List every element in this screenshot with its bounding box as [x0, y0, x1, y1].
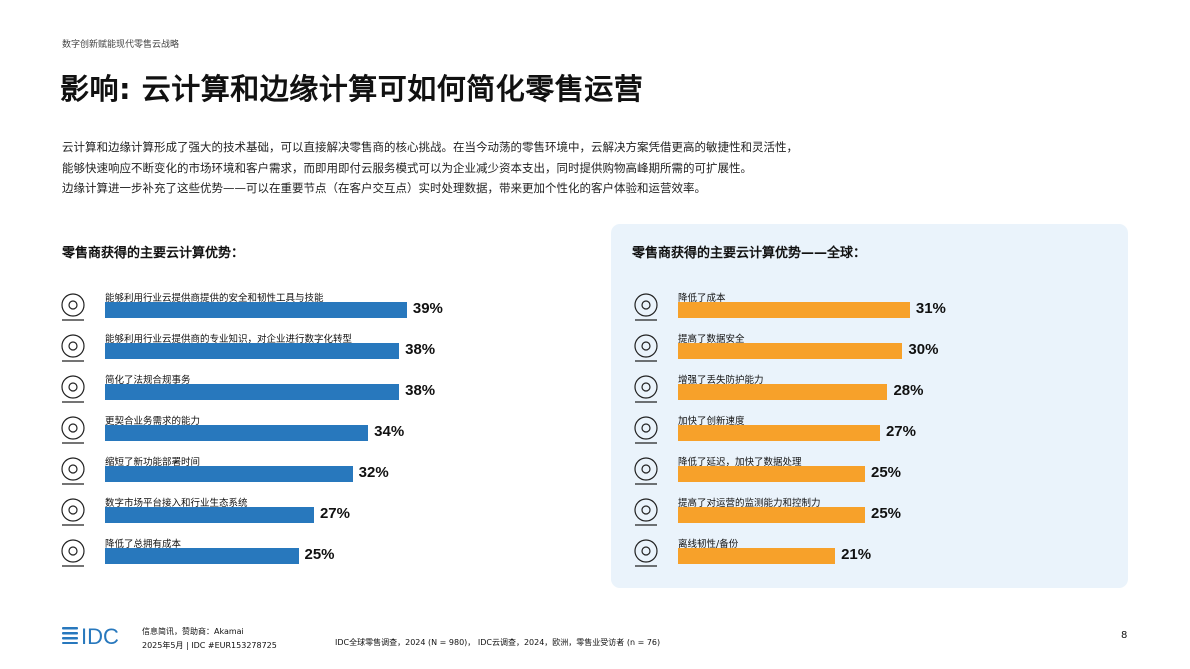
bar	[678, 343, 903, 359]
bar-label: 提高了对运营的监测能力和控制力	[678, 498, 821, 509]
bar-label: 加快了创新速度	[678, 416, 745, 427]
bar-row: 简化了法规合规事务 38%	[50, 372, 570, 413]
bar-value: 38%	[405, 382, 436, 399]
bar-value: 39%	[412, 300, 443, 317]
bar	[105, 548, 299, 564]
bar-value: 27%	[885, 423, 916, 440]
bar-value: 31%	[915, 300, 946, 317]
intro-line: 能够快速响应不断变化的市场环境和客户需求，而即用即付云服务模式可以为企业减少资本…	[62, 160, 752, 175]
bar	[678, 466, 865, 482]
left-chart: 零售商获得的主要云计算优势： 能够利用行业云提供商提供的安全和韧性工具与技能 3…	[50, 224, 570, 588]
right-chart: 零售商获得的主要云计算优势——全球： 降低了成本 31% 提高了数据安全 30%…	[611, 224, 1128, 588]
checklist-clock-icon	[631, 454, 661, 488]
bar	[105, 507, 314, 523]
bar-row: 降低了总拥有成本 25%	[50, 536, 570, 577]
shield-lock-icon	[631, 331, 661, 365]
bar-value: 25%	[871, 464, 902, 481]
bar-value: 27%	[319, 505, 350, 522]
person-dollar-icon	[58, 536, 88, 570]
bar-row: 能够利用行业云提供商提供的安全和韧性工具与技能 39%	[50, 290, 570, 331]
footer-sponsor: 信息简讯，赞助商：Akamai	[142, 627, 244, 636]
bar-row: 降低了延迟，加快了数据处理 25%	[611, 454, 1128, 495]
leaf-cycle-icon	[58, 495, 88, 529]
footer-doc-id: 2025年5月 | IDC #EUR153278725	[142, 641, 277, 650]
svg-text:IDC: IDC	[81, 624, 119, 646]
bar-label: 降低了总拥有成本	[105, 539, 182, 550]
bar-row: 提高了对运营的监测能力和控制力 25%	[611, 495, 1128, 536]
eye-network-icon	[631, 495, 661, 529]
bar	[105, 466, 353, 482]
gear-handshake-icon	[58, 413, 88, 447]
hand-arrows-icon	[631, 372, 661, 406]
bar-value: 34%	[374, 423, 405, 440]
bar-row: 提高了数据安全 30%	[611, 331, 1128, 372]
bar-row: 增强了丢失防护能力 28%	[611, 372, 1128, 413]
bar	[105, 384, 400, 400]
bar-value: 28%	[893, 382, 924, 399]
bar-value: 30%	[908, 341, 939, 358]
bar-label: 提高了数据安全	[678, 334, 745, 345]
bar-value: 32%	[358, 464, 389, 481]
bar-label: 降低了延迟，加快了数据处理	[678, 457, 802, 468]
running-header: 数字创新赋能现代零售云战略	[62, 40, 180, 50]
bar-row: 加快了创新速度 27%	[611, 413, 1128, 454]
bar-label: 更契合业务需求的能力	[105, 416, 201, 427]
bar-label: 能够利用行业云提供商的专业知识，对企业进行数字化转型	[105, 334, 353, 345]
bar	[678, 548, 836, 564]
person-gear-icon	[58, 290, 88, 324]
bar-value: 38%	[405, 341, 436, 358]
bar-value: 21%	[841, 546, 872, 563]
chart-title: 零售商获得的主要云计算优势：	[62, 246, 245, 261]
gear-network-icon	[631, 413, 661, 447]
person-arrows-icon	[58, 454, 88, 488]
bar	[678, 507, 865, 523]
bar-row: 更契合业务需求的能力 34%	[50, 413, 570, 454]
dollar-down-icon	[631, 290, 661, 324]
bar-value: 25%	[304, 546, 335, 563]
intro-text: 云计算和边缘计算形成了强大的技术基础，可以直接解决零售商的核心挑战。在当今动荡的…	[62, 137, 798, 199]
intro-line: 云计算和边缘计算形成了强大的技术基础，可以直接解决零售商的核心挑战。在当今动荡的…	[62, 140, 798, 154]
idc-logo: IDC	[62, 624, 126, 650]
bar-label: 离线韧性/备份	[678, 539, 739, 550]
bar-label: 简化了法规合规事务	[105, 375, 191, 386]
page-title: 影响: 云计算和边缘计算可如何简化零售运营	[60, 72, 644, 106]
bar-row: 能够利用行业云提供商的专业知识，对企业进行数字化转型 38%	[50, 331, 570, 372]
chart-title: 零售商获得的主要云计算优势——全球：	[632, 246, 867, 261]
bar	[678, 425, 880, 441]
bar-label: 能够利用行业云提供商提供的安全和韧性工具与技能	[105, 293, 324, 304]
cloud-server-icon	[631, 536, 661, 570]
bar-row: 降低了成本 31%	[611, 290, 1128, 331]
intro-line: 边缘计算进一步补充了这些优势——可以在重要节点（在客户交互点）实时处理数据，带来…	[62, 181, 706, 195]
bar-row: 离线韧性/备份 21%	[611, 536, 1128, 577]
bank-network-icon	[58, 372, 88, 406]
bar	[105, 302, 407, 318]
bar-row: 数字市场平台接入和行业生态系统 27%	[50, 495, 570, 536]
footer-source: IDC全球零售调查，2024 (N = 980)， IDC云调查，2024，欧洲…	[335, 638, 661, 647]
bar-value: 25%	[871, 505, 902, 522]
bar	[678, 302, 910, 318]
bar-label: 增强了丢失防护能力	[678, 375, 764, 386]
bar-label: 数字市场平台接入和行业生态系统	[105, 498, 248, 509]
bar-label: 降低了成本	[678, 293, 726, 304]
bar	[105, 343, 400, 359]
bar	[105, 425, 369, 441]
cloud-network-icon	[58, 331, 88, 365]
page-number: 8	[1121, 630, 1128, 641]
bar-label: 缩短了新功能部署时间	[105, 457, 201, 468]
bar	[678, 384, 888, 400]
bar-row: 缩短了新功能部署时间 32%	[50, 454, 570, 495]
